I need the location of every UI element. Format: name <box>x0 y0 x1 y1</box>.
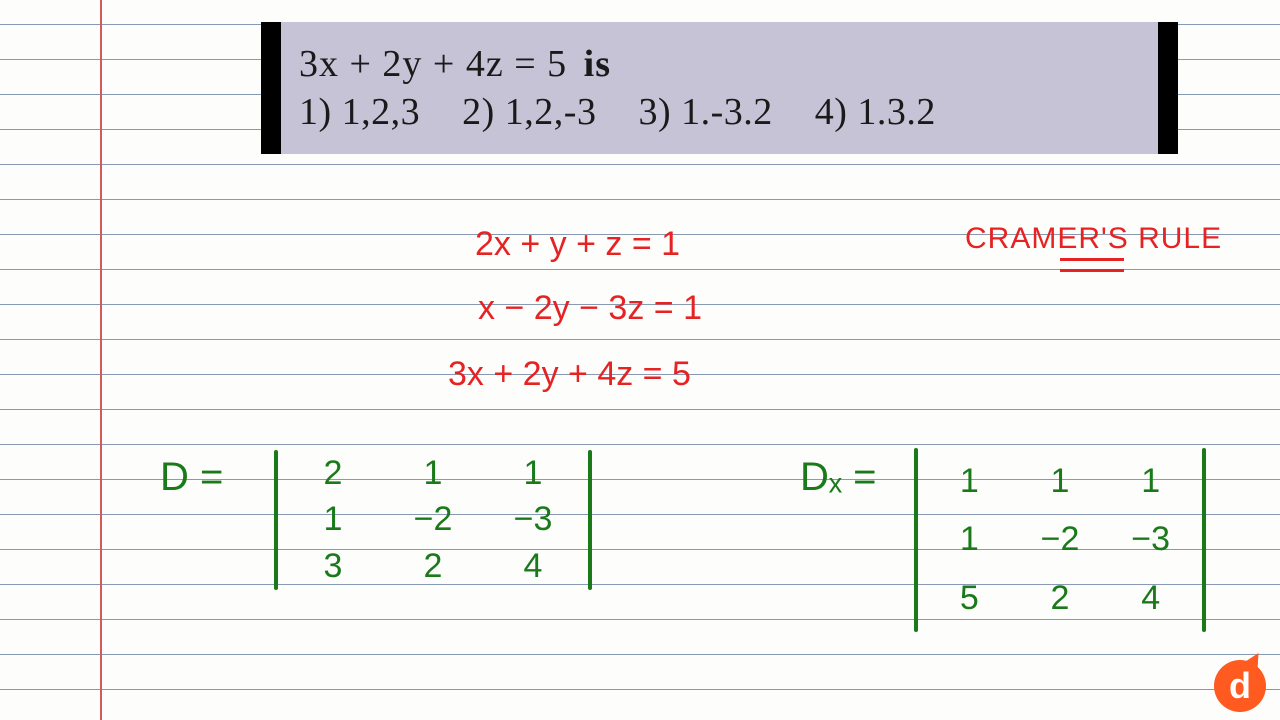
det-cell: 1 <box>488 450 578 497</box>
det-cell: 2 <box>1019 569 1102 628</box>
det-cell: 1 <box>288 497 378 544</box>
det-bar-right <box>1202 448 1206 632</box>
left-margin-line <box>100 0 102 720</box>
det-cell: 4 <box>1109 569 1192 628</box>
equation-3: 3x + 2y + 4z = 5 <box>448 355 691 394</box>
det-cell: 1 <box>1019 452 1102 511</box>
option-1: 1) 1,2,3 <box>299 91 420 133</box>
det-cell: 1 <box>1109 452 1192 511</box>
det-cell: −2 <box>388 497 478 544</box>
det-cell: 2 <box>388 543 478 590</box>
det-cell: 1 <box>928 452 1011 511</box>
logo-letter: d <box>1229 665 1251 707</box>
option-4: 4) 1.3.2 <box>815 91 936 133</box>
question-inner: 3x + 2y + 4z = 5 is 1) 1,2,3 2) 1,2,-3 3… <box>281 22 1158 154</box>
option-2: 2) 1,2,-3 <box>462 91 596 133</box>
det-D-grid: 2 1 1 1 −2 −3 3 2 4 <box>278 450 588 590</box>
option-3: 3) 1.-3.2 <box>638 91 772 133</box>
det-cell: −3 <box>1109 511 1192 570</box>
det-cell: 1 <box>928 511 1011 570</box>
question-options: 1) 1,2,3 2) 1,2,-3 3) 1.-3.2 4) 1.3.2 <box>299 90 1140 134</box>
det-Dx-grid: 1 1 1 1 −2 −3 5 2 4 <box>918 448 1202 632</box>
question-suffix: is <box>584 43 611 85</box>
determinant-Dx-label: Dₓ = <box>800 455 876 500</box>
det-cell: 2 <box>288 450 378 497</box>
determinant-D-label: D = <box>160 455 223 500</box>
equation-2: x − 2y − 3z = 1 <box>478 289 702 328</box>
det-cell: −2 <box>1019 511 1102 570</box>
det-cell: 4 <box>488 543 578 590</box>
brand-logo: d <box>1214 660 1266 712</box>
equation-1: 2x + y + z = 1 <box>475 225 680 264</box>
det-cell: −3 <box>488 497 578 544</box>
det-cell: 3 <box>288 543 378 590</box>
question-expression: 3x + 2y + 4z = 5 <box>299 43 567 85</box>
det-cell: 1 <box>388 450 478 497</box>
method-label: CRAMER'S RULE <box>965 222 1222 256</box>
question-screenshot: 3x + 2y + 4z = 5 is 1) 1,2,3 2) 1,2,-3 3… <box>261 22 1178 154</box>
det-cell: 5 <box>928 569 1011 628</box>
method-underline <box>1060 258 1124 272</box>
det-bar-right <box>588 450 592 590</box>
determinant-Dx: 1 1 1 1 −2 −3 5 2 4 <box>914 448 1206 632</box>
determinant-D: 2 1 1 1 −2 −3 3 2 4 <box>274 450 592 590</box>
question-line-1: 3x + 2y + 4z = 5 is <box>299 42 1140 86</box>
